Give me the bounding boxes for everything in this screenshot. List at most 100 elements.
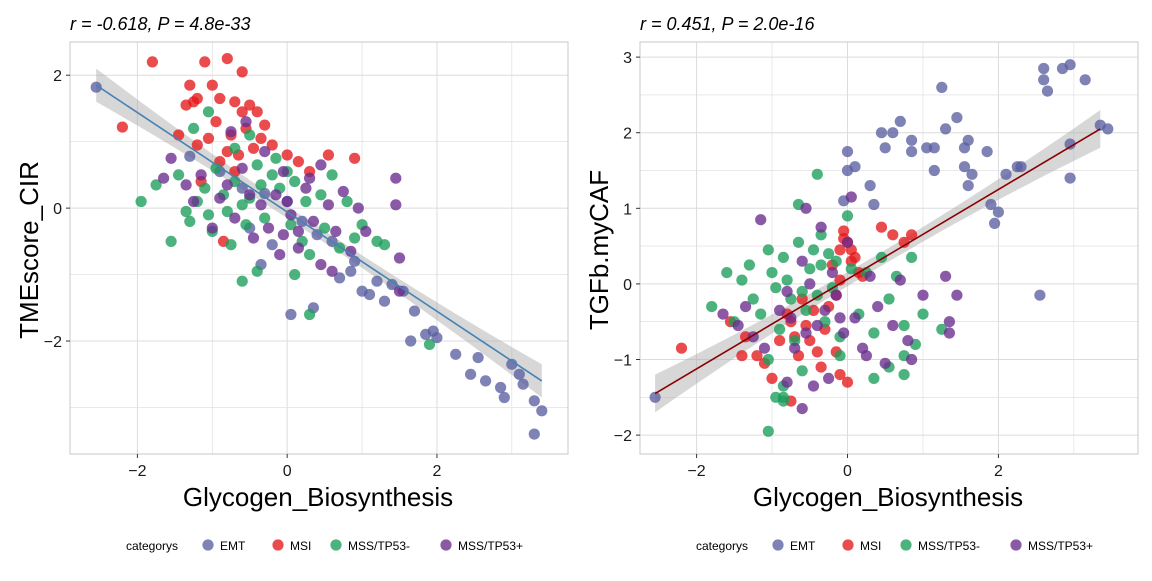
right-point-emt [928,164,940,177]
right-point-emt [841,146,854,158]
right-point-mss-tp53 [747,293,759,305]
left-legend-title: categorys [126,539,178,553]
right-point-mss-tp53 [906,251,918,263]
right-point-mss-tp53 [868,372,880,384]
right-point-mss-tp53 [887,319,899,332]
right-point-msi [838,225,850,237]
right-point-emt [875,127,888,139]
left-point-mss-tp53 [274,249,286,261]
right-point-mss-tp53 [777,391,790,403]
left-point-emt [498,391,510,404]
left-point-mss-tp53 [360,225,372,237]
left-point-mss-tp53 [262,222,275,234]
right-point-emt [1038,74,1050,86]
left-point-mss-tp53 [352,202,364,214]
left-point-msi [191,139,203,151]
right-point-msi [811,346,823,358]
left-point-mss-tp53 [292,225,304,237]
right-point-mss-tp53 [838,327,850,339]
left-point-msi [236,106,248,118]
right-legend-key-msi [842,539,854,551]
right-point-mss-tp53 [800,327,812,339]
left-point-emt [405,335,417,347]
right-point-mss-tp53 [823,372,835,384]
left-point-mss-tp53 [158,172,170,184]
left-panel-border [69,41,569,455]
left-point-mss-tp53 [240,116,252,128]
left-point-mss-tp53 [277,166,289,178]
left-point-mss-tp53 [229,212,241,224]
left-point-mss-tp53 [173,169,185,181]
right-point-mss-tp53 [872,301,884,313]
right-legend-label-mss-tp53: MSS/TP53- [918,539,980,553]
right-point-mss-tp53 [883,293,895,305]
left-point-mss-tp53 [390,199,402,211]
right-point-mss-tp53 [777,251,790,263]
left-point-emt [90,81,102,93]
right-point-emt [1038,62,1050,75]
left-point-mss-tp53 [349,232,361,244]
left-point-mss-tp53 [165,152,177,164]
left-point-mss-tp53 [225,239,237,251]
left-legend-label-msi: MSI [290,539,311,553]
left-point-msi [214,92,226,105]
right-point-mss-tp53 [804,263,816,275]
right-point-mss-tp53 [868,327,880,339]
left-point-mss-tp53 [281,195,293,208]
left-legend-key-mss-tp53 [440,539,452,551]
right-point-mss-tp53 [943,316,956,328]
right-legend: categorys EMT MSI MSS/TP53- MSS/TP53+ [696,539,1093,553]
right-point-mss-tp53 [830,289,842,301]
right-point-mss-tp53 [800,202,812,214]
right-point-mss-tp53 [845,191,857,203]
right-point-mss-tp53 [800,304,812,316]
left-point-mss-tp53 [307,215,319,227]
left-point-emt [236,182,248,194]
left-point-mss-tp53 [315,159,327,171]
left-scatter-panel: r = -0.618, P = 4.8e-33 −2 0 2 −2 0 2 Glycoge… [14,14,569,512]
left-point-msi [236,66,248,78]
left-point-emt [184,150,196,162]
left-point-mss-tp53 [255,199,267,211]
right-point-mss-tp53 [736,274,748,286]
left-point-mss-tp53 [180,179,192,191]
left-point-mss-tp53 [214,192,226,204]
right-point-emt [985,198,997,211]
left-x-tick-label: 2 [432,463,441,480]
left-point-mss-tp53 [229,142,241,154]
left-point-mss-tp53 [289,175,301,188]
right-point-mss-tp53 [781,274,793,286]
left-point-mss-tp53 [285,219,297,231]
right-legend-label-msi: MSI [860,539,881,553]
left-point-mss-tp53 [341,195,353,208]
left-x-tick-label: −2 [128,463,146,480]
left-point-mss-tp53 [251,159,263,171]
right-legend-label-mss-tp53: MSS/TP53+ [1028,539,1093,553]
left-legend-key-msi [272,539,284,551]
right-point-msi [841,376,854,388]
right-point-mss-tp53 [796,285,808,298]
right-point-emt [868,198,880,211]
right-point-mss-tp53 [762,244,774,256]
left-point-msi [281,149,293,161]
right-point-mss-tp53 [770,282,782,294]
left-point-msi [229,96,241,108]
right-y-tick-label: 2 [623,126,632,143]
right-point-mss-tp53 [940,270,952,282]
left-point-mss-tp53 [319,222,331,234]
right-point-mss-tp53 [758,342,771,354]
right-point-mss-tp53 [841,210,854,222]
right-point-emt [1000,168,1012,180]
left-point-mss-tp53 [393,252,406,264]
right-point-mss-tp53 [755,308,767,320]
right-point-emt [1102,123,1114,135]
right-point-mss-tp53 [864,270,876,282]
right-point-mss-tp53 [789,342,801,354]
right-point-emt [879,142,891,154]
left-point-mss-tp53 [180,205,192,218]
left-point-mss-tp53 [202,209,215,221]
left-point-mss-tp53 [322,199,334,211]
left-point-msi [251,106,263,118]
right-point-mss-tp53 [943,327,956,339]
left-point-emt [285,308,297,321]
